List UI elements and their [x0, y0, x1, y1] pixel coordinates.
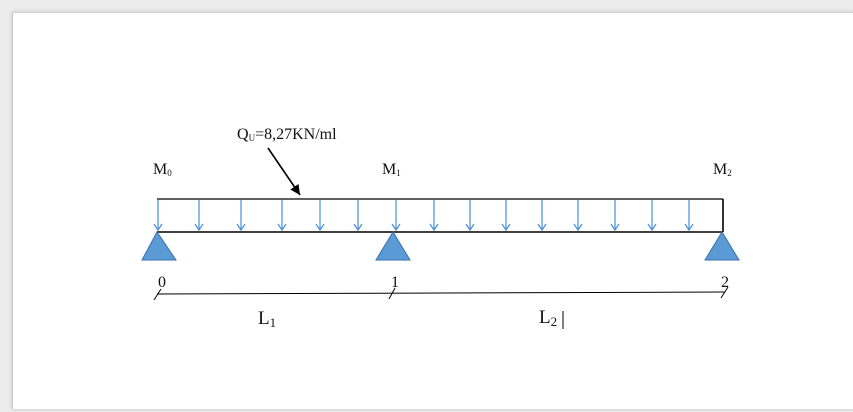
- support-1-triangle: [375, 231, 411, 261]
- support-2-label: 2: [721, 274, 729, 291]
- span-2-label: L2: [539, 307, 557, 329]
- dimension-tick-2: [720, 286, 729, 299]
- load-arrow-head: [236, 223, 246, 232]
- moment-2-sub: 2: [727, 168, 732, 178]
- load-arrow-head: [429, 223, 439, 232]
- span-2-base: L: [539, 307, 551, 328]
- load-arrow-head: [353, 223, 363, 232]
- moment-0-base: M: [153, 161, 167, 178]
- moment-2-label: M2: [713, 161, 732, 178]
- load-arrow-head: [537, 223, 547, 232]
- load-arrow-head: [194, 223, 204, 232]
- load-label-value: =8,27KN/ml: [255, 126, 337, 143]
- load-arrow-head: [573, 223, 583, 232]
- load-arrow-head: [501, 223, 511, 232]
- span-2-sub: 2: [551, 314, 558, 329]
- load-arrow-head: [277, 223, 287, 232]
- load-arrow-head: [391, 223, 401, 232]
- diagram-frame: [12, 12, 853, 409]
- moment-1-base: M: [382, 161, 396, 178]
- span-1-sub: 1: [270, 315, 277, 330]
- moment-2-base: M: [713, 161, 727, 178]
- moment-0-label: M0: [153, 161, 172, 178]
- support-2-triangle: [704, 231, 740, 261]
- load-label: QU=8,27KN/ml: [237, 126, 337, 143]
- load-pointer-arrow: [267, 147, 301, 196]
- span-1-base: L: [258, 308, 270, 329]
- moment-1-label: M1: [382, 161, 401, 178]
- load-arrow-head: [647, 223, 657, 232]
- load-arrows: [153, 200, 694, 232]
- support-0-label: 0: [158, 274, 166, 291]
- dimension-tick-1: [388, 287, 396, 300]
- load-arrow-head: [684, 223, 694, 232]
- support-1-label: 1: [391, 274, 399, 291]
- support-0-triangle: [141, 231, 177, 261]
- distributed-load: [153, 198, 724, 232]
- load-arrow-head: [315, 223, 325, 232]
- dimension-line: [156, 291, 726, 295]
- load-label-sub: U: [249, 133, 256, 143]
- load-arrow-head: [610, 223, 620, 232]
- moment-0-sub: 0: [167, 168, 172, 178]
- dimension-tick-0: [153, 288, 162, 301]
- span-1-label: L1: [258, 308, 276, 330]
- moment-1-sub: 1: [396, 168, 401, 178]
- load-arrow-head: [153, 223, 163, 232]
- load-arrow-head: [465, 223, 475, 232]
- load-label-q: Q: [237, 126, 249, 143]
